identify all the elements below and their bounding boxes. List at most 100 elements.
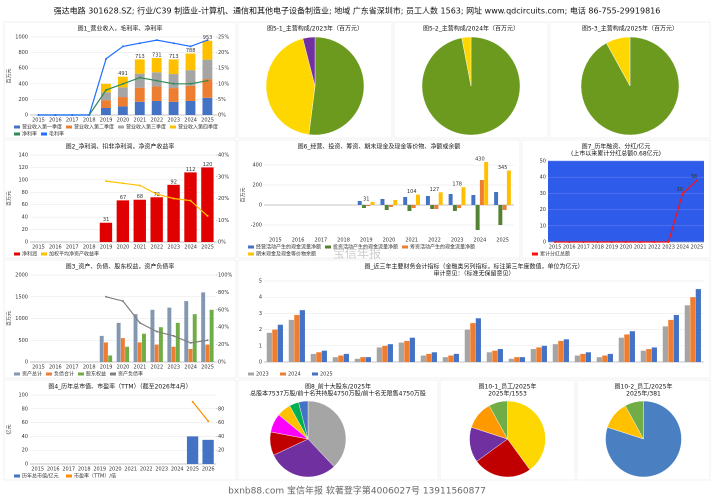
- bar: [398, 342, 404, 362]
- y-tick-label: 200: [18, 97, 28, 103]
- x-tick-label: 2021: [134, 245, 147, 251]
- bar: [184, 172, 197, 242]
- total-label: 491: [118, 71, 128, 77]
- line-point: [681, 192, 684, 195]
- line-point: [554, 241, 557, 243]
- bar: [502, 205, 507, 210]
- line-point: [582, 241, 585, 243]
- bar: [192, 314, 197, 362]
- bar: [151, 86, 162, 101]
- line-point: [138, 321, 141, 324]
- x-tick-label: 2022: [140, 467, 153, 473]
- bar: [574, 355, 580, 362]
- bar: [158, 327, 163, 362]
- y-tick-label: 60: [22, 202, 28, 208]
- x-tick-label: 2022: [150, 245, 163, 251]
- chart-title: 图1_营业收入，毛利率、净利率: [78, 25, 163, 33]
- bar: [360, 357, 366, 362]
- bar: [201, 292, 206, 362]
- bar: [103, 342, 108, 362]
- x-tick-label: 2021: [134, 365, 147, 371]
- pie-slice: [298, 400, 309, 440]
- line-point: [189, 199, 192, 202]
- chart-title: 图8_前十大股东/2025年: [305, 383, 371, 391]
- y-tick-label: 20: [22, 448, 28, 454]
- line-point: [206, 39, 209, 42]
- line-point: [122, 82, 124, 85]
- x-tick-label: 2024: [184, 245, 197, 251]
- y-tick-label: 500: [18, 338, 28, 344]
- bar: [448, 355, 454, 362]
- chart-title: 图7_历年融资、分红/亿元: [582, 143, 651, 151]
- line-point: [695, 179, 698, 182]
- x-tick-label: 2015: [32, 245, 45, 251]
- bar: [580, 353, 586, 362]
- legend-label: 营业收入第一季度: [22, 124, 62, 131]
- legend-swatch: [110, 372, 116, 376]
- bar: [563, 339, 569, 362]
- bar: [186, 436, 199, 464]
- bar: [343, 353, 349, 362]
- bar: [434, 205, 439, 209]
- total-label: 112: [186, 167, 196, 173]
- bar: [168, 101, 179, 115]
- total-label: 104: [407, 189, 417, 195]
- chart-title: 图5-2_主营构成/2024年（百万元）: [423, 25, 519, 33]
- bar: [602, 355, 608, 362]
- bar: [202, 439, 214, 464]
- total-label: 68: [137, 194, 143, 200]
- x-tick-label: 2019: [100, 118, 113, 124]
- legend-label: 营业收入第四季度: [178, 124, 218, 131]
- line-point: [37, 114, 40, 116]
- line-point: [105, 180, 108, 183]
- y2-tick-label: 25%: [218, 35, 229, 41]
- bar: [387, 344, 393, 362]
- bar: [514, 357, 520, 362]
- y-tick-label: 80: [22, 190, 28, 196]
- bar: [266, 332, 272, 362]
- x-tick-label: 2025: [496, 238, 509, 244]
- bar: [486, 352, 492, 362]
- total-label: 430: [475, 157, 485, 163]
- y2-tick-label: 10%: [218, 218, 229, 224]
- legend-swatch: [248, 245, 254, 249]
- bar: [299, 310, 305, 362]
- bar: [202, 40, 213, 60]
- bar: [393, 200, 398, 205]
- bar: [202, 79, 213, 98]
- line-point: [105, 295, 108, 298]
- legend-swatch: [66, 474, 72, 478]
- x-tick-label: 2023: [451, 238, 464, 244]
- bar: [461, 187, 466, 205]
- bar: [479, 180, 484, 205]
- legend-label: 2023: [256, 372, 269, 378]
- legend-label: 历年总市值/亿元: [22, 473, 59, 480]
- y2-tick-label: 20%: [218, 342, 229, 348]
- line-point: [155, 330, 158, 333]
- legend-label: 毛利率: [49, 131, 64, 138]
- chart-subtitle: 总股本7537万股/前十名共持股4750万股/前十名无限售4750万股: [250, 390, 426, 398]
- x-tick-label: 2021: [134, 118, 147, 124]
- x-tick-label: 2018: [83, 245, 96, 251]
- line-point: [105, 57, 108, 60]
- value-label: 38: [691, 174, 697, 180]
- y2-tick-label: 0%: [218, 360, 226, 366]
- line-point: [172, 42, 175, 45]
- y-tick-label: 400: [18, 81, 28, 87]
- plot-background: [548, 161, 704, 242]
- total-label: 953: [203, 35, 213, 41]
- total-label: 92: [171, 179, 177, 185]
- bar: [354, 358, 360, 362]
- y-tick-label: 120: [18, 165, 28, 171]
- pie-slice: [273, 438, 335, 478]
- x-tick-label: 2025: [201, 245, 214, 251]
- total-label: 788: [186, 48, 196, 54]
- line-point: [71, 114, 74, 116]
- bar: [108, 355, 113, 362]
- x-tick-label: 2015: [31, 467, 44, 473]
- y-tick-label: 1000: [15, 316, 28, 322]
- legend-swatch: [325, 245, 331, 249]
- bar: [624, 334, 630, 362]
- pie-slice: [507, 400, 546, 471]
